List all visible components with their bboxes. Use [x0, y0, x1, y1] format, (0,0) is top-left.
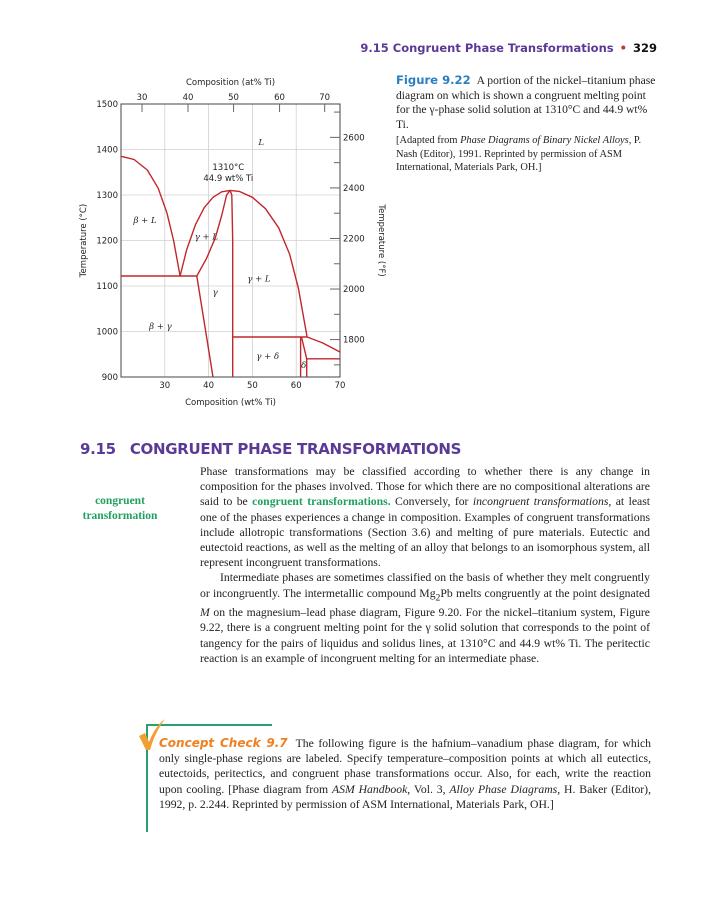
- top-tick-label: 60: [274, 93, 285, 103]
- right-tick-label: 2600: [343, 133, 365, 143]
- point-label: M: [200, 606, 210, 620]
- y-axis-label: Temperature (°C): [79, 204, 89, 278]
- x-tick-label: 70: [335, 381, 346, 391]
- caption-text: A portion of the nickel–titanium phase d…: [396, 74, 656, 131]
- margin-glossary-term: congruent transformation: [70, 494, 170, 524]
- figure-label: Figure 9.22: [396, 73, 471, 87]
- top-tick-label: 70: [319, 93, 330, 103]
- section-number: 9.15: [80, 440, 116, 458]
- y-tick-label: 1000: [96, 328, 118, 338]
- y-tick-label: 1300: [96, 191, 118, 201]
- y-tick-label: 1100: [96, 282, 118, 292]
- key-term: congruent transformations.: [252, 495, 391, 509]
- y-tick-label: 1500: [96, 100, 118, 110]
- text: Phase transformations may be classified …: [200, 465, 650, 509]
- text: Vol. 3,: [410, 782, 450, 796]
- region-label: γ + L: [247, 274, 271, 284]
- checkmark-icon: [139, 719, 165, 750]
- region-label: γ: [213, 288, 219, 298]
- text: on the magnesium–lead phase diagram, Fig…: [200, 606, 650, 665]
- x-tick-label: 30: [159, 381, 170, 391]
- top-tick-label: 30: [137, 93, 148, 103]
- y-tick-label: 1400: [96, 146, 118, 156]
- section-title: CONGRUENT PHASE TRANSFORMATIONS: [129, 440, 462, 458]
- x-tick-label: 40: [203, 381, 214, 391]
- italic-term: incongruent transformations,: [472, 495, 612, 509]
- concept-check-rule: [146, 724, 272, 726]
- phase-boundary: [230, 189, 308, 338]
- region-label: L: [257, 138, 264, 148]
- body-text: Phase transformations may be classified …: [200, 464, 650, 666]
- y-tick-label: 1200: [96, 237, 118, 247]
- right-tick-label: 2400: [343, 184, 365, 194]
- page-number: 329: [632, 41, 657, 55]
- region-label: γ + δ: [256, 352, 279, 362]
- right-tick-label: 2200: [343, 234, 365, 244]
- text: H. Baker (Editor), 1992, p. 2.244. Repri…: [159, 782, 651, 811]
- text: Pb melts congruently at the point design…: [440, 586, 650, 600]
- phase-boundary: [196, 275, 214, 378]
- term-line: transformation: [82, 510, 158, 522]
- x-axis-label: Composition (wt% Ti): [185, 398, 276, 408]
- y-tick-label: 900: [102, 373, 118, 383]
- caption-source: [Adapted from Phase Diagrams of Binary N…: [396, 134, 656, 175]
- region-label: β + γ: [148, 322, 172, 332]
- bullet: •: [619, 41, 627, 55]
- concept-check: Concept Check 9.7 The following figure is…: [159, 736, 651, 812]
- text: Intermediate phases are sometimes classi…: [200, 571, 650, 600]
- region-label: δ: [301, 361, 306, 371]
- x-tick-label: 50: [247, 381, 258, 391]
- running-head-section: 9.15 Congruent Phase Transformations: [360, 41, 614, 55]
- right-tick-label: 1800: [343, 336, 365, 346]
- text: at least one of the phases experiences a…: [200, 495, 650, 570]
- subscript: 2: [435, 591, 441, 603]
- term-line: congruent: [95, 495, 145, 507]
- text: Conversely, for: [390, 495, 473, 509]
- plot-frame: [120, 103, 341, 378]
- right-axis-label: Temperature (°F): [376, 203, 386, 276]
- paragraph: Intermediate phases are sometimes classi…: [200, 570, 650, 666]
- region-label: β + L: [133, 216, 157, 226]
- phase-boundary: [179, 189, 231, 277]
- region-label: γ + L: [195, 233, 219, 243]
- phase-boundary: [300, 336, 308, 377]
- paragraph: Phase transformations may be classified …: [200, 464, 650, 570]
- section-heading: 9.15 CONGRUENT PHASE TRANSFORMATIONS: [80, 440, 461, 458]
- phase-boundary: [196, 189, 231, 277]
- concept-check-label: Concept Check 9.7: [159, 736, 288, 750]
- figure-caption: Figure 9.22 A portion of the nickel–titan…: [396, 73, 656, 175]
- top-tick-label: 40: [183, 93, 194, 103]
- top-tick-label: 50: [228, 93, 239, 103]
- source-text: [Adapted from: [396, 135, 461, 146]
- phase-diagram: 30 40 50 60 70 900 1000 1100 1200 1300 1400 1500 30 4…: [79, 78, 386, 408]
- phase-boundary: [120, 155, 181, 277]
- phase-boundary: [306, 336, 341, 353]
- italic-title: Alloy Phase Diagrams,: [449, 782, 561, 796]
- source-text: P. Nash (Editor), 1991. Reprinted by per…: [396, 135, 642, 173]
- top-axis-label: Composition (at% Ti): [186, 78, 275, 88]
- region-label: 44.9 wt% Ti: [203, 174, 253, 184]
- phase-boundary: [229, 190, 234, 377]
- running-head: 9.15 Congruent Phase Transformations • 329: [360, 41, 657, 55]
- concept-check-bar: [146, 724, 148, 832]
- italic-title: ASM Handbook,: [332, 782, 411, 796]
- text: The following figure is the hafnium–vana…: [159, 737, 651, 796]
- x-tick-label: 60: [291, 381, 302, 391]
- right-tick-label: 2000: [343, 285, 365, 295]
- region-label: 1310°C: [212, 163, 244, 173]
- source-title: Phase Diagrams of Binary Nickel Alloys,: [460, 135, 632, 146]
